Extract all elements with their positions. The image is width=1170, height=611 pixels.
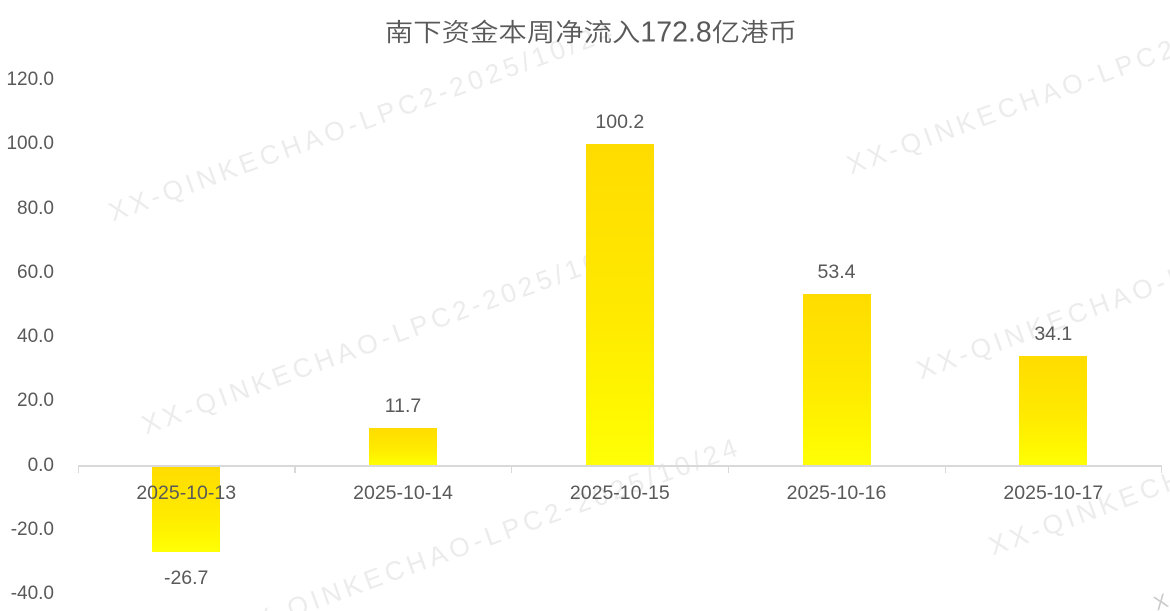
svg-text:172.8: 172.8 <box>640 16 711 48</box>
